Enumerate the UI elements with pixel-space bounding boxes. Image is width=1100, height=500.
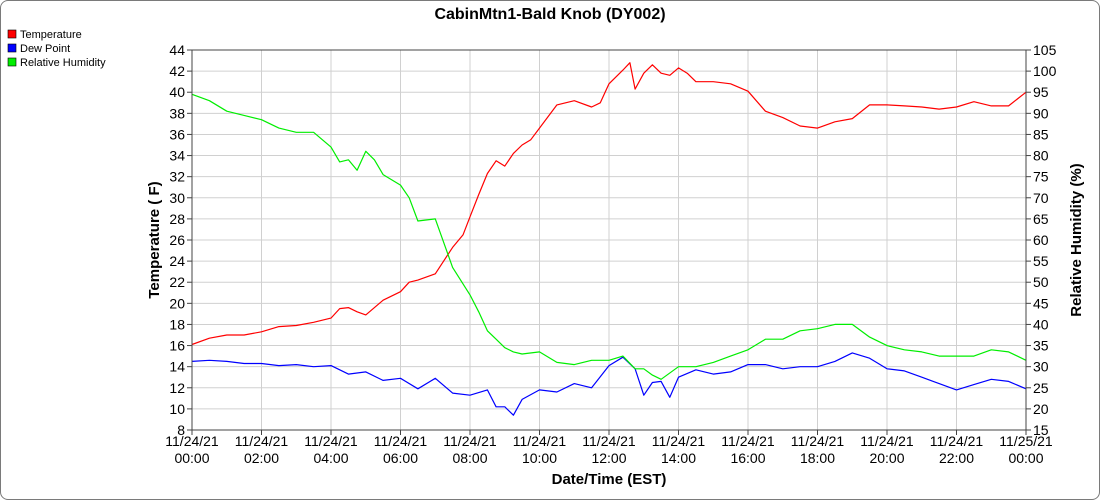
y-tick-label-right: 50: [1033, 274, 1049, 290]
y-tick-label-left: 16: [169, 338, 185, 354]
y-tick-label-right: 55: [1033, 253, 1049, 269]
y-tick-label-right: 15: [1033, 422, 1049, 438]
y-tick-label-right: 90: [1033, 105, 1049, 121]
y-axis-right-label: Relative Humidity (%): [1068, 163, 1085, 316]
x-tick-label-time: 02:00: [244, 450, 279, 466]
y-tick-label-right: 25: [1033, 380, 1049, 396]
y-tick-label-right: 60: [1033, 232, 1049, 248]
x-tick-label-date: 11/24/21: [513, 433, 567, 449]
series-line-dew-point: [191, 352, 1027, 416]
y-tick-label-right: 85: [1033, 126, 1049, 142]
y-tick-label-right: 105: [1033, 42, 1057, 58]
series-layer: [191, 62, 1027, 416]
y-axis-left-label: Temperature ( F): [146, 181, 163, 298]
y-tick-label-right: 40: [1033, 316, 1049, 332]
y-tick-label-right: 80: [1033, 148, 1049, 164]
x-tick-label-date: 11/24/21: [374, 433, 428, 449]
x-tick-label-time: 10:00: [522, 450, 557, 466]
y-axis-left-ticks: 8 10 12 14 16 18 20 22 24 26 28 30 32 34 36 38 40 42 44: [169, 42, 192, 438]
y-tick-label-right: 75: [1033, 169, 1049, 185]
y-tick-label-right: 100: [1033, 63, 1057, 79]
y-tick-label-left: 18: [169, 316, 185, 332]
y-tick-label-left: 38: [169, 105, 185, 121]
y-tick-label-left: 8: [177, 422, 185, 438]
y-axis-right-ticks: 15 20 25 30 35 40 45 50 55 60 65 70 75 80 85 90 95 100 105: [1026, 42, 1057, 438]
y-tick-label-left: 44: [169, 42, 185, 58]
y-tick-label-left: 28: [169, 211, 185, 227]
y-tick-label-right: 70: [1033, 190, 1049, 206]
legend-label-temperature: Temperature: [20, 29, 82, 41]
legend-swatch-temperature: [7, 29, 17, 39]
y-tick-label-left: 30: [169, 190, 185, 206]
legend-label-dew-point: Dew Point: [20, 43, 70, 55]
x-tick-label-time: 16:00: [730, 450, 765, 466]
x-tick-label-date: 11/24/21: [860, 433, 914, 449]
x-tick-label-time: 04:00: [313, 450, 348, 466]
series-line-temperature: [191, 62, 1027, 346]
y-tick-label-left: 32: [169, 169, 185, 185]
y-tick-label-left: 40: [169, 84, 185, 100]
x-tick-label-time: 22:00: [939, 450, 974, 466]
y-tick-label-left: 42: [169, 63, 185, 79]
x-tick-label-time: 12:00: [591, 450, 626, 466]
y-tick-label-left: 36: [169, 126, 185, 142]
x-tick-label-date: 11/24/21: [582, 433, 636, 449]
legend-label-relative-humidity: Relative Humidity: [20, 57, 106, 69]
x-tick-label-time: 14:00: [661, 450, 696, 466]
x-tick-label-date: 11/24/21: [165, 433, 219, 449]
x-tick-label-time: 00:00: [174, 450, 209, 466]
y-tick-label-right: 95: [1033, 84, 1049, 100]
y-tick-label-left: 14: [169, 359, 185, 375]
x-axis-ticks: 11/24/2100:0011/24/2102:0011/24/2104:001…: [165, 430, 1053, 466]
y-tick-label-left: 20: [169, 295, 185, 311]
x-axis-label: Date/Time (EST): [552, 471, 667, 488]
y-tick-label-left: 34: [169, 148, 185, 164]
y-tick-label-right: 65: [1033, 211, 1049, 227]
x-tick-label-date: 11/24/21: [304, 433, 358, 449]
x-tick-label-date: 11/24/21: [443, 433, 497, 449]
y-tick-label-left: 10: [169, 401, 185, 417]
series-line-relative-humidity: [191, 93, 1027, 380]
y-tick-label-left: 24: [169, 253, 185, 269]
y-tick-label-right: 20: [1033, 401, 1049, 417]
x-tick-label-date: 11/25/21: [999, 433, 1053, 449]
y-tick-label-left: 12: [169, 380, 185, 396]
x-tick-label-date: 11/24/21: [791, 433, 845, 449]
x-tick-label-time: 18:00: [800, 450, 835, 466]
legend-swatch-dew-point: [7, 43, 17, 53]
y-tick-label-right: 35: [1033, 338, 1049, 354]
x-tick-label-time: 08:00: [452, 450, 487, 466]
legend: Temperature Dew Point Relative Humidity: [7, 29, 106, 69]
x-tick-label-date: 11/24/21: [652, 433, 706, 449]
x-tick-label-date: 11/24/21: [235, 433, 289, 449]
x-tick-label-date: 11/24/21: [930, 433, 984, 449]
x-tick-label-time: 06:00: [383, 450, 418, 466]
x-tick-label-time: 00:00: [1008, 450, 1043, 466]
y-tick-label-left: 22: [169, 274, 185, 290]
legend-swatch-relative-humidity: [7, 57, 17, 67]
y-tick-label-right: 30: [1033, 359, 1049, 375]
y-tick-label-right: 45: [1033, 295, 1049, 311]
x-tick-label-time: 20:00: [869, 450, 904, 466]
chart-title: CabinMtn1-Bald Knob (DY002): [434, 6, 665, 23]
x-tick-label-date: 11/24/21: [721, 433, 775, 449]
y-tick-label-left: 26: [169, 232, 185, 248]
